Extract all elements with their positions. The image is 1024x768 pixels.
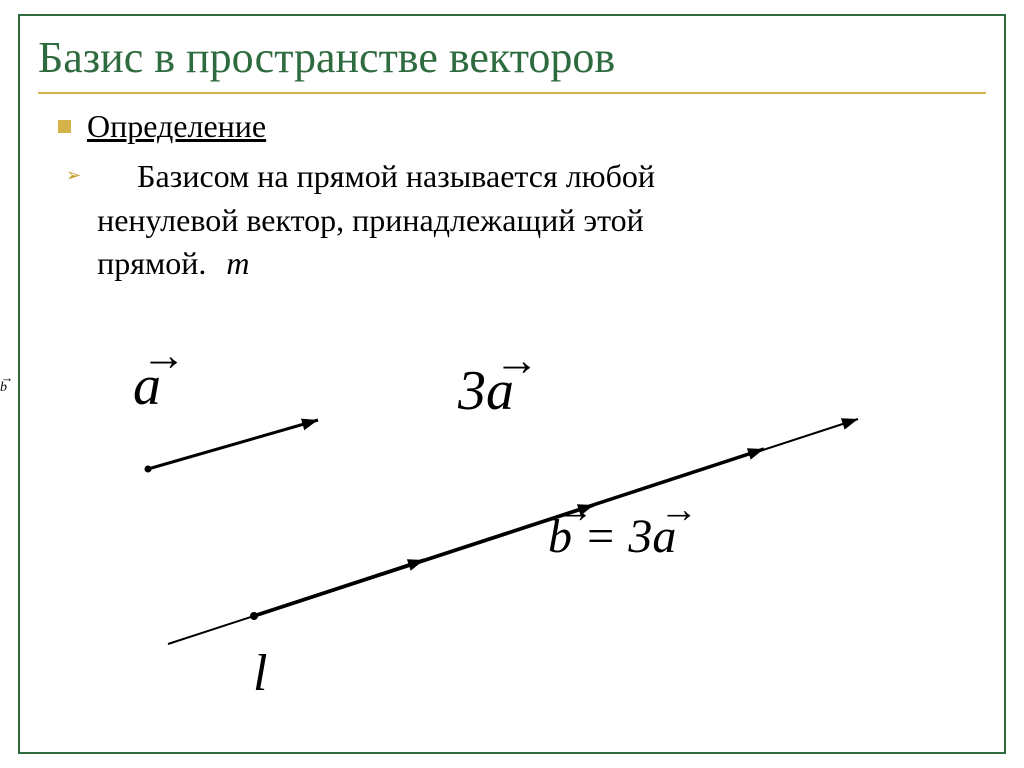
chevron-icon: ➢	[66, 165, 81, 186]
label-line-l: l	[253, 644, 267, 703]
external-label-b: → b	[0, 380, 7, 396]
definition-line1: Базисом на прямой называется любой	[137, 158, 655, 194]
definition-line2: ненулевой вектор, принадлежащий этой	[97, 202, 644, 238]
bullet-square-icon	[58, 120, 71, 133]
definition-line3: прямой.	[97, 245, 206, 281]
definition-heading: Определение	[87, 108, 266, 145]
slide-title: Базис в пространстве векторов	[38, 34, 986, 94]
definition-body-row: ➢ Базисом на прямой называется любой нен…	[66, 155, 986, 285]
definition-heading-row: Определение	[58, 108, 986, 145]
vector-diagram: → a 3→a →b = 3→a l	[88, 314, 948, 674]
definition-body: Базисом на прямой называется любой ненул…	[97, 155, 655, 285]
label-three-a: 3→a	[458, 359, 514, 423]
definition-var-m: m	[226, 245, 249, 281]
label-vector-a: → a	[133, 354, 161, 418]
slide-content: Базис в пространстве векторов Определени…	[38, 34, 986, 734]
label-b-equals-3a: →b = 3→a	[548, 509, 676, 564]
